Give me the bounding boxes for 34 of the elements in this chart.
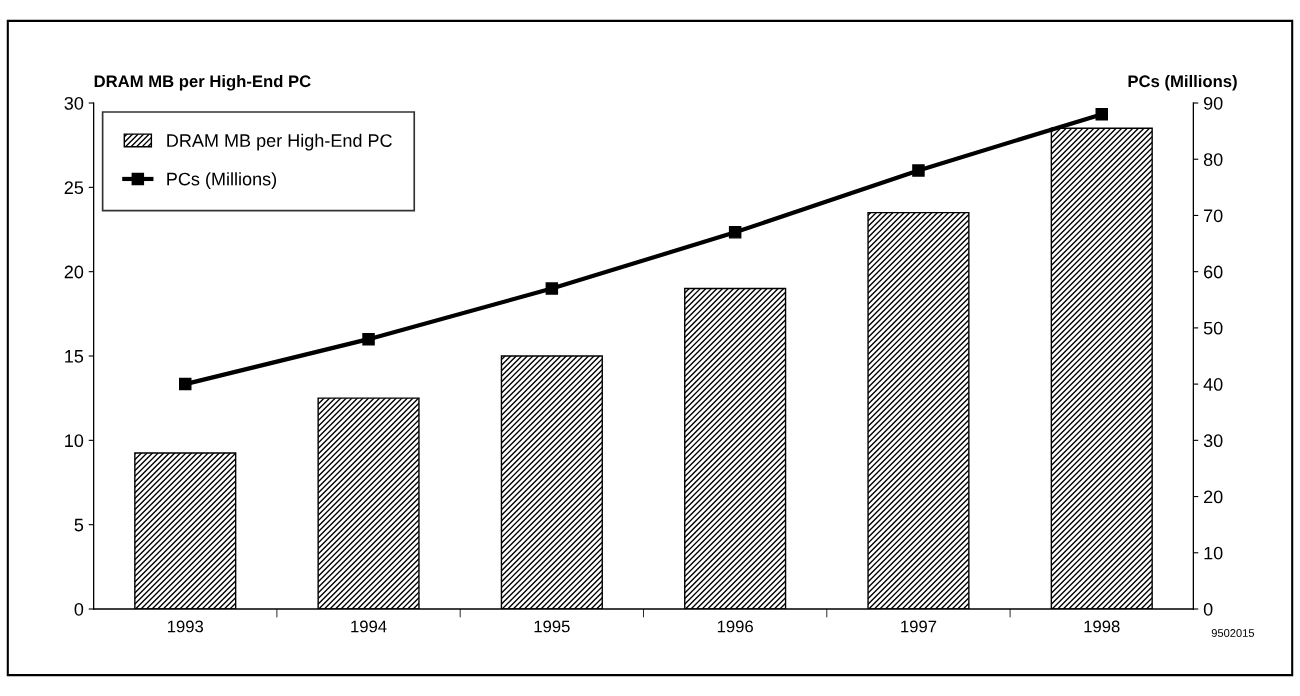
y2-tick-label: 30	[1203, 434, 1223, 448]
y2-tick-label: 20	[1204, 490, 1223, 504]
y-tick-label: 30	[64, 96, 84, 110]
y2-tick-label: 70	[1204, 209, 1223, 223]
y2-tick-label: 0	[1203, 602, 1213, 616]
y-tick-label: 15	[65, 350, 84, 363]
y2-tick-label: 10	[1204, 546, 1223, 560]
point	[728, 226, 742, 239]
x-tick-label: 1995	[534, 620, 570, 633]
x-tick-label: 1998	[1084, 620, 1120, 633]
y-tick-label: 5	[74, 518, 84, 532]
y2-tick-label: 80	[1203, 153, 1223, 166]
text: 9502015	[1211, 629, 1255, 637]
y2-tick-label: 60	[1204, 265, 1223, 279]
point	[545, 282, 559, 295]
x-tick-label: 1997	[901, 620, 937, 633]
point	[912, 164, 925, 177]
y-tick-label: 20	[64, 265, 84, 279]
x-tick-label: 1994	[351, 620, 387, 633]
y-tick-label: 10	[65, 434, 84, 448]
y2-tick-label: 90	[1203, 96, 1223, 110]
y-tick-label: 0	[74, 602, 84, 616]
x-tick-label: 1993	[167, 620, 204, 633]
legend-label: DRAM MB per High-End PC	[167, 133, 392, 151]
x-tick-label: 1996	[717, 620, 753, 633]
y2-tick-label: 40	[1203, 378, 1223, 391]
point	[178, 377, 192, 391]
legend-label: PCs (Millions)	[167, 172, 277, 190]
point	[1095, 108, 1109, 121]
y-axis-title: DRAM MB per High-End PC	[94, 74, 311, 91]
y2-axis-title: PCs (Millions)	[1128, 74, 1237, 91]
y-tick-label: 25	[64, 181, 84, 195]
y2-tick-label: 50	[1203, 321, 1223, 335]
point	[362, 332, 375, 346]
